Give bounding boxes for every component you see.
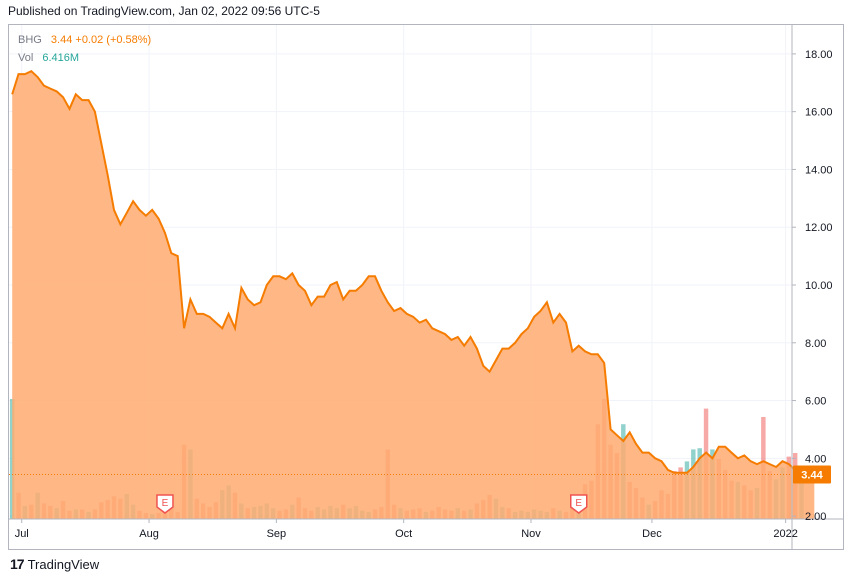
y-tick-label: 18.00 [805,49,833,61]
legend-price: 3.44 [50,34,73,46]
x-tick-label: Dec [642,528,662,540]
price-area [12,71,815,519]
volume-bar [9,399,15,519]
y-tick-label: 12.00 [805,222,833,234]
y-tick-label: 14.00 [805,164,833,176]
y-axis-ticks: 2.00 4.00 6.00 8.00 10.00 12.00 14.00 16.00 18.0… [792,49,833,523]
x-tick-label: 2022 [773,528,797,540]
x-tick-label: Oct [395,528,412,540]
earnings-marker[interactable]: E [156,494,174,514]
y-tick-label: 10.00 [805,280,833,292]
x-tick-label: Nov [521,528,541,540]
y-tick-label: 4.00 [805,453,826,465]
price-badge-text: 3.44 [801,470,823,482]
tradingview-branding[interactable]: 17 TradingView [10,556,99,572]
legend-vol-value: 6.416M [42,52,80,64]
brand-name: TradingView [27,556,100,572]
earnings-marker-label: E [575,498,582,509]
tradingview-logo-icon: 17 [10,556,25,572]
y-tick-label: 2.00 [805,511,826,523]
x-tick-label: Jul [15,528,29,540]
x-tick-label: Sep [267,528,287,540]
legend-vol-label: Vol [18,52,34,64]
y-tick-label: 8.00 [805,338,826,350]
y-tick-label: 16.00 [805,107,833,119]
published-caption: Published on TradingView.com, Jan 02, 20… [8,4,320,18]
earnings-marker-label: E [162,498,169,509]
price-line [11,70,815,476]
x-tick-label: Aug [139,528,159,540]
legend-change: +0.02 (+0.58%) [75,34,152,46]
earnings-marker[interactable]: E [569,494,588,514]
legend-price-row: BHG 3.44 +0.02 (+0.58%) [18,34,151,46]
y-tick-label: 6.00 [805,396,826,408]
chart-frame [8,24,844,550]
x-axis-ticks: Jul Aug Sep Oct Nov Dec 2022 [15,519,798,540]
legend-volume-row: Vol 6.416M [18,52,79,64]
legend-symbol: BHG [18,34,42,46]
price-badge: 3.44 [793,465,831,484]
